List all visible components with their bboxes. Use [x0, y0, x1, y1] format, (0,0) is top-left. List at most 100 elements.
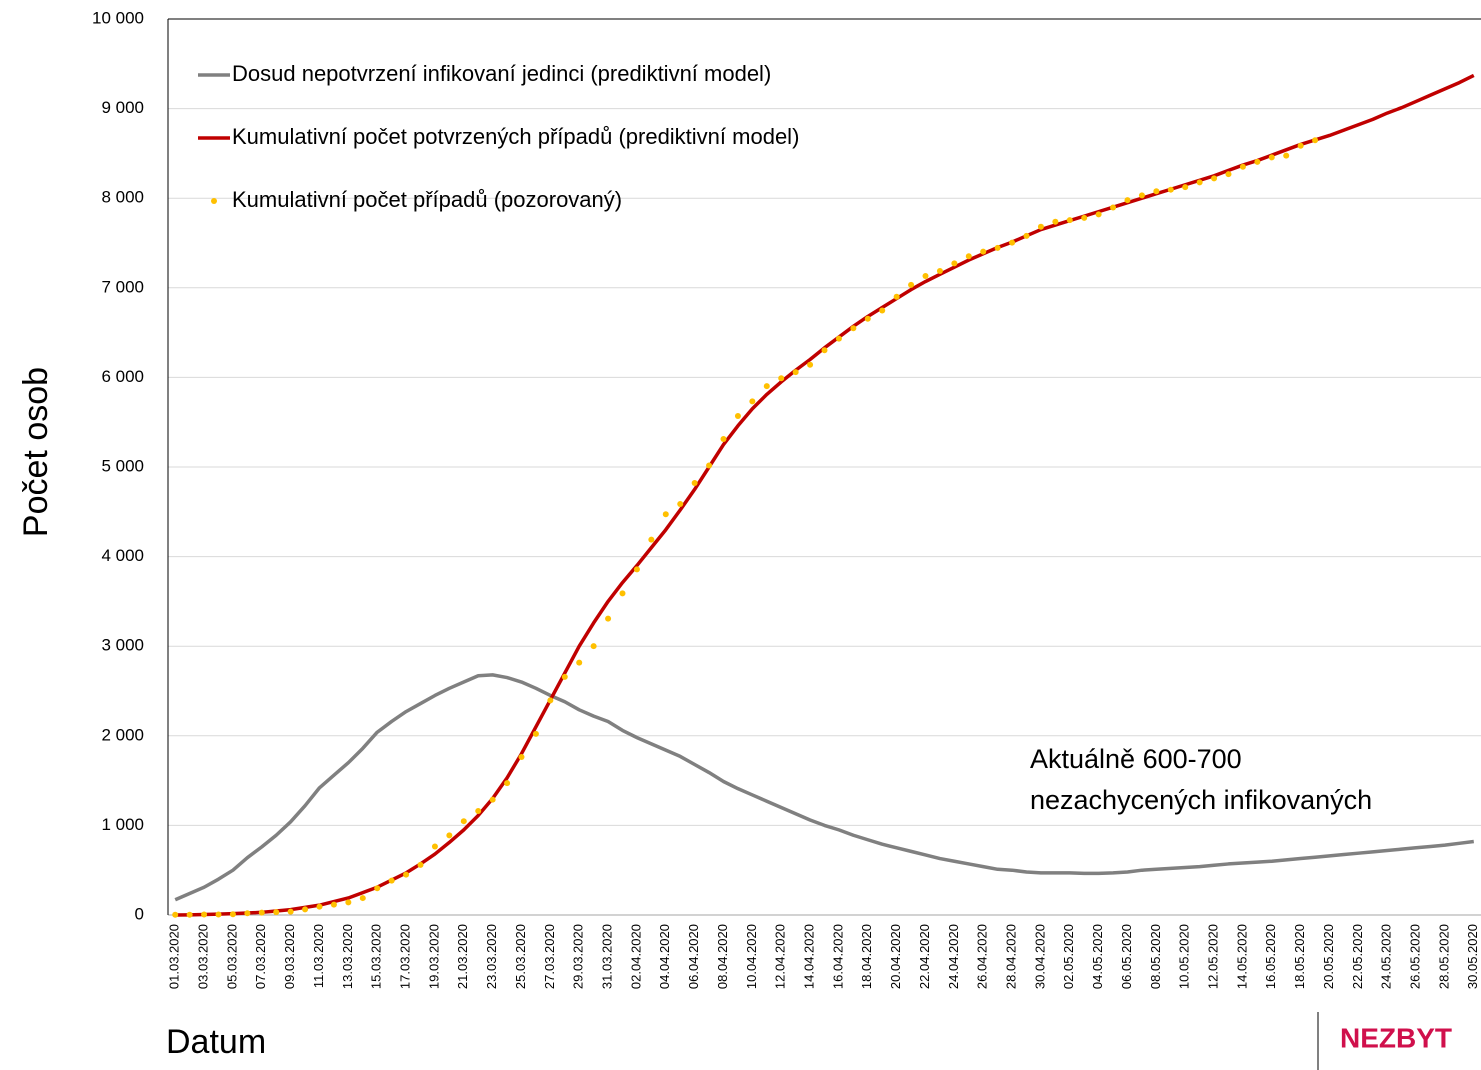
data-point: [1254, 158, 1261, 165]
data-point: [1283, 152, 1290, 159]
data-point: [287, 908, 294, 915]
x-tick-label: 29.03.2020: [571, 924, 586, 989]
data-point: [1297, 142, 1304, 149]
data-point: [734, 413, 741, 420]
x-tick-label: 12.05.2020: [1206, 924, 1221, 989]
x-tick-label: 10.04.2020: [744, 924, 759, 989]
data-point: [633, 566, 640, 573]
x-tick-label: 03.03.2020: [196, 924, 211, 989]
y-tick-label: 8 000: [101, 188, 144, 207]
x-tick-label: 26.04.2020: [975, 924, 990, 989]
data-point: [691, 479, 698, 486]
data-point: [201, 911, 208, 918]
data-point: [893, 293, 900, 300]
data-point: [388, 877, 395, 884]
x-tick-label: 04.05.2020: [1090, 924, 1105, 989]
data-point: [561, 673, 568, 680]
data-point: [980, 248, 987, 255]
data-point: [431, 843, 438, 850]
legend-label: Dosud nepotvrzení infikovaní jedinci (pr…: [232, 61, 771, 86]
x-tick-label: 17.03.2020: [398, 924, 413, 989]
y-tick-label: 10 000: [92, 8, 144, 27]
x-tick-label: 05.03.2020: [224, 924, 239, 989]
x-tick-label: 04.04.2020: [657, 924, 672, 989]
x-tick-label: 24.05.2020: [1379, 924, 1394, 989]
data-point: [1052, 218, 1059, 225]
data-point: [1124, 197, 1131, 204]
x-tick-label: 09.03.2020: [282, 924, 297, 989]
data-point: [316, 903, 323, 910]
x-tick-label: 12.04.2020: [773, 924, 788, 989]
x-tick-label: 18.04.2020: [859, 924, 874, 989]
x-tick-label: 28.04.2020: [1004, 924, 1019, 989]
data-point: [273, 909, 280, 916]
x-tick-label: 28.05.2020: [1436, 924, 1451, 989]
x-tick-label: 08.05.2020: [1148, 924, 1163, 989]
x-tick-label: 10.05.2020: [1177, 924, 1192, 989]
x-tick-label: 07.03.2020: [253, 924, 268, 989]
data-point: [172, 911, 179, 918]
data-point: [330, 901, 337, 908]
data-point: [359, 895, 366, 902]
x-tick-label: 01.03.2020: [167, 924, 182, 989]
data-line: [174, 673, 1475, 902]
x-tick-label: 14.04.2020: [802, 924, 817, 989]
y-tick-label: 4 000: [101, 546, 144, 565]
x-tick-label: 14.05.2020: [1234, 924, 1249, 989]
data-point: [720, 436, 727, 443]
data-point: [1268, 154, 1275, 161]
x-tick-label: 30.04.2020: [1032, 924, 1047, 989]
x-tick-label: 19.03.2020: [426, 924, 441, 989]
data-point: [936, 268, 943, 275]
y-tick-label: 7 000: [101, 277, 144, 296]
x-tick-label: 23.03.2020: [484, 924, 499, 989]
annotation: nezachycených infikovaných: [1030, 785, 1372, 815]
data-point: [186, 911, 193, 918]
data-point: [446, 832, 453, 839]
x-tick-label: 16.04.2020: [830, 924, 845, 989]
data-point: [215, 911, 222, 918]
data-point: [1095, 211, 1102, 218]
data-point: [1196, 179, 1203, 186]
data-point: [1081, 214, 1088, 221]
data-point: [590, 643, 597, 650]
y-axis-title: Počet osob: [17, 367, 55, 537]
data-point: [1225, 171, 1232, 178]
x-tick-label: 20.04.2020: [888, 924, 903, 989]
data-point: [864, 315, 871, 322]
data-point: [619, 590, 626, 597]
data-point: [258, 909, 265, 916]
data-point: [504, 780, 511, 787]
data-point: [965, 253, 972, 260]
x-tick-label: 27.03.2020: [542, 924, 557, 989]
x-tick-label: 18.05.2020: [1292, 924, 1307, 989]
y-tick-label: 6 000: [101, 367, 144, 386]
y-tick-label: 0: [135, 904, 144, 923]
data-point: [994, 244, 1001, 251]
data-point: [1138, 192, 1145, 199]
data-point: [648, 536, 655, 543]
data-point: [374, 885, 381, 892]
data-point: [1153, 188, 1160, 195]
data-point: [662, 511, 669, 518]
annotation: Aktuálně 600-700: [1030, 744, 1242, 774]
data-point: [345, 899, 352, 906]
x-tick-label: 06.04.2020: [686, 924, 701, 989]
x-tick-label: 20.05.2020: [1321, 924, 1336, 989]
x-tick-label: 06.05.2020: [1119, 924, 1134, 989]
data-point: [1312, 137, 1319, 144]
x-tick-label: 02.04.2020: [628, 924, 643, 989]
x-tick-label: 02.05.2020: [1061, 924, 1076, 989]
data-point: [850, 325, 857, 332]
legend-marker: [211, 198, 217, 204]
data-point: [677, 501, 684, 508]
data-point: [835, 335, 842, 342]
y-tick-label: 2 000: [101, 725, 144, 744]
x-tick-label: 11.03.2020: [311, 924, 326, 988]
data-point: [403, 871, 410, 878]
y-tick-label: 1 000: [101, 815, 144, 834]
y-tick-label: 3 000: [101, 636, 144, 655]
y-tick-label: 5 000: [101, 456, 144, 475]
data-point: [302, 906, 309, 913]
